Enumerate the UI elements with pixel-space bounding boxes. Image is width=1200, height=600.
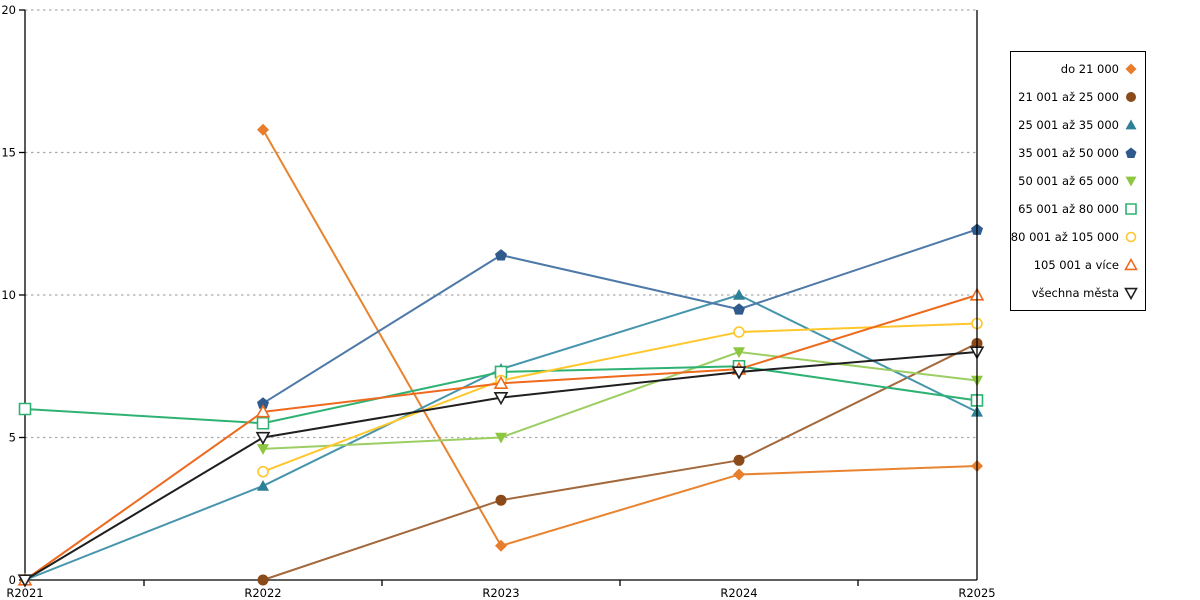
data-point-marker [733, 347, 745, 358]
data-point-marker [733, 289, 745, 300]
legend-label: 105 001 a více [1033, 258, 1119, 272]
legend-label: 50 001 až 65 000 [1018, 174, 1119, 188]
data-point-marker [257, 123, 269, 136]
data-point-marker [733, 303, 745, 315]
x-tick-label-R2022: R2022 [244, 586, 281, 600]
data-point-marker [733, 468, 745, 481]
legend-label: 25 001 až 35 000 [1018, 118, 1119, 132]
data-point-marker [495, 539, 507, 552]
data-point-marker [255, 404, 271, 418]
legend-label: 80 001 až 105 000 [1010, 230, 1119, 244]
series-6 [18, 359, 984, 430]
legend-item: 21 001 až 25 000 [1015, 84, 1139, 111]
triangle-down-marker-icon [1125, 176, 1137, 187]
legend-item: 105 001 a více [1015, 252, 1139, 279]
data-point-marker [257, 444, 269, 455]
y-tick-label-0: 0 [9, 573, 16, 587]
circle-marker-icon [1126, 92, 1136, 102]
legend-label: všechna města [1031, 286, 1119, 300]
data-point-marker [257, 465, 269, 478]
data-point-marker [495, 249, 507, 261]
series-7 [257, 317, 983, 478]
legend-item: do 21 000 [1015, 56, 1139, 83]
legend-label: do 21 000 [1060, 62, 1119, 76]
legend-label: 35 001 až 50 000 [1018, 146, 1119, 160]
legend-item: 50 001 až 65 000 [1015, 168, 1139, 195]
series-line [262, 128, 978, 547]
legend-label: 21 001 až 25 000 [1018, 90, 1119, 104]
y-tick-label-15: 15 [1, 146, 16, 160]
x-tick-label-R2025: R2025 [958, 586, 995, 600]
series-line [262, 322, 978, 473]
data-point-marker [494, 365, 508, 379]
pentagon-marker-icon [1125, 147, 1137, 158]
circle-marker-icon [1125, 231, 1137, 243]
diamond-marker-icon [1125, 63, 1137, 75]
y-tick-label-5: 5 [9, 431, 16, 445]
series-line [262, 228, 978, 405]
data-point-marker [17, 574, 33, 588]
data-point-marker [257, 574, 269, 586]
data-point-marker [18, 402, 32, 416]
y-tick-label-20: 20 [1, 3, 16, 17]
x-tick-label-R2021: R2021 [6, 586, 43, 600]
data-point-marker [493, 375, 509, 389]
y-tick-label-10: 10 [1, 288, 16, 302]
legend-item: 65 001 až 80 000 [1015, 196, 1139, 223]
triangle-down-marker-icon [1124, 287, 1138, 301]
data-point-marker [493, 392, 509, 406]
legend-item: všechna města [1015, 280, 1139, 307]
chart-legend: do 21 000 21 001 až 25 000 25 001 až 35 00… [1010, 51, 1146, 311]
series-line [262, 351, 978, 450]
data-point-marker [731, 366, 747, 380]
series-line [262, 342, 978, 581]
triangle-up-marker-icon [1124, 257, 1138, 271]
legend-item: 80 001 až 105 000 [1011, 224, 1139, 251]
data-point-marker [733, 326, 745, 338]
legend-item: 25 001 až 35 000 [1015, 112, 1139, 139]
x-tick-label-R2024: R2024 [720, 586, 757, 600]
series-1 [257, 123, 983, 552]
x-tick-label-R2023: R2023 [482, 586, 519, 600]
data-point-marker [256, 416, 270, 430]
square-marker-icon [1125, 203, 1137, 215]
series-4 [257, 223, 983, 409]
data-point-marker [257, 479, 269, 491]
data-point-marker [733, 454, 745, 466]
series-5 [257, 347, 983, 455]
data-point-marker [255, 431, 271, 446]
data-point-marker [495, 432, 507, 444]
triangle-up-marker-icon [1125, 119, 1137, 130]
series-2 [257, 337, 983, 586]
data-point-marker [495, 494, 507, 506]
data-point-marker [257, 397, 269, 409]
legend-label: 65 001 až 80 000 [1018, 202, 1119, 216]
series-9 [17, 346, 985, 588]
legend-item: 35 001 až 50 000 [1015, 140, 1139, 167]
